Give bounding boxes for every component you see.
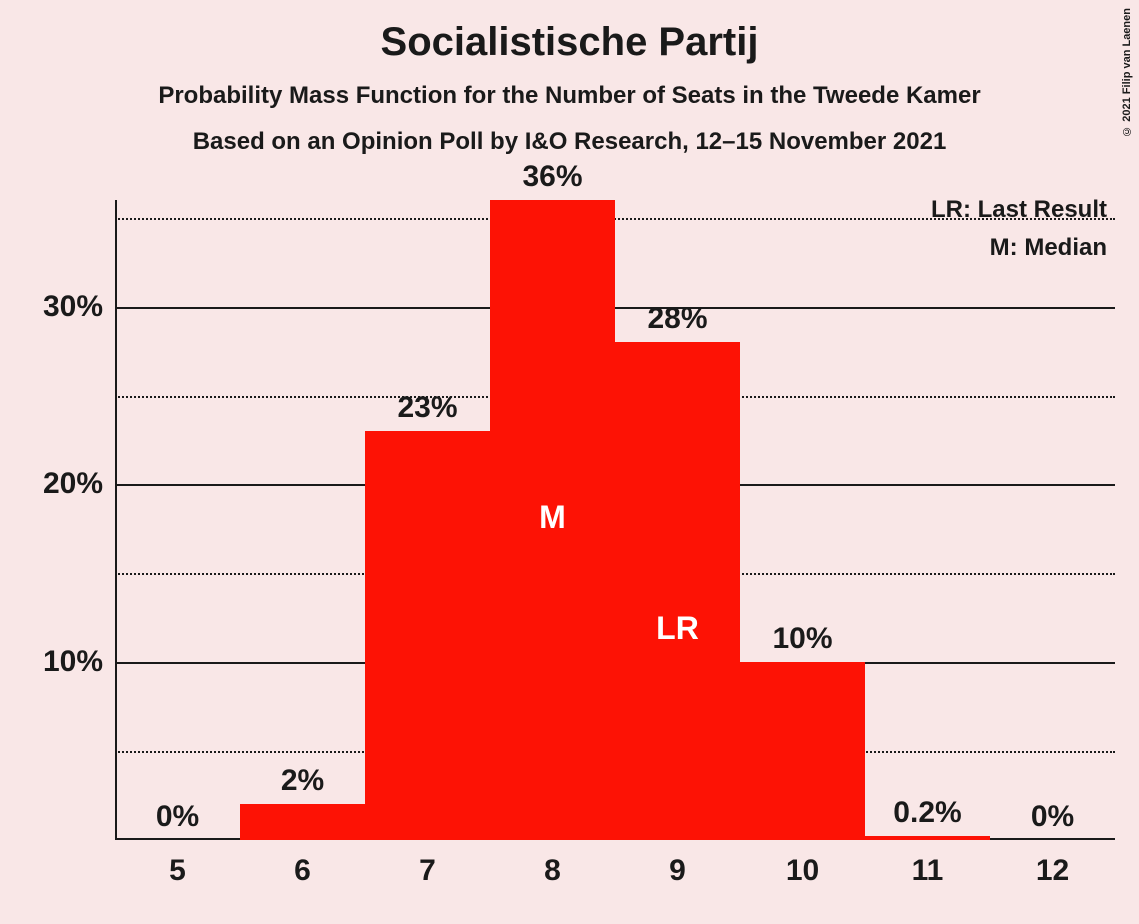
x-axis-tick-label: 12	[1036, 840, 1069, 888]
chart-subtitle-2: Based on an Opinion Poll by I&O Research…	[0, 128, 1139, 156]
bar-value-label: 0%	[990, 800, 1115, 834]
bar	[740, 662, 865, 840]
plot-area: LR: Last Result M: Median 10%20%30%0%52%…	[115, 200, 1115, 840]
bar	[240, 804, 365, 840]
y-axis-line	[115, 200, 117, 840]
y-axis-tick-label: 30%	[43, 290, 115, 324]
bar-inner-label: M	[490, 499, 615, 536]
bar-value-label: 0%	[115, 800, 240, 834]
x-axis-tick-label: 7	[419, 840, 436, 888]
x-axis-tick-label: 9	[669, 840, 686, 888]
legend-lr: LR: Last Result	[931, 196, 1107, 224]
bar	[365, 431, 490, 840]
bar-value-label: 36%	[490, 160, 615, 194]
bar-value-label: 10%	[740, 622, 865, 656]
x-axis-tick-label: 10	[786, 840, 819, 888]
x-axis-tick-label: 8	[544, 840, 561, 888]
chart-title: Socialistische Partij	[0, 20, 1139, 65]
bar-value-label: 0.2%	[865, 796, 990, 830]
bar-value-label: 23%	[365, 391, 490, 425]
x-axis-tick-label: 5	[169, 840, 186, 888]
chart-subtitle-1: Probability Mass Function for the Number…	[0, 82, 1139, 110]
y-axis-tick-label: 20%	[43, 467, 115, 501]
x-axis-tick-label: 6	[294, 840, 311, 888]
bar-inner-label: LR	[615, 610, 740, 647]
gridline-minor	[115, 218, 1115, 220]
y-axis-tick-label: 10%	[43, 645, 115, 679]
x-axis-tick-label: 11	[912, 840, 944, 888]
legend-m: M: Median	[990, 234, 1107, 262]
bar-value-label: 28%	[615, 302, 740, 336]
bar	[615, 342, 740, 840]
chart-container: © 2021 Filip van Laenen Socialistische P…	[0, 0, 1139, 924]
bar-value-label: 2%	[240, 764, 365, 798]
